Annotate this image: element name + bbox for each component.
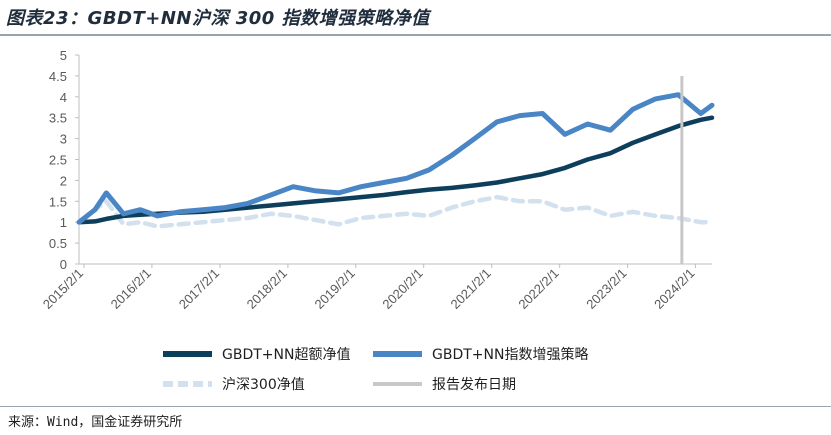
legend-label-excess: GBDT+NN超额净值 xyxy=(222,347,350,363)
x-tick-label: 2016/2/1 xyxy=(108,266,154,312)
y-tick-label: 5 xyxy=(60,48,67,63)
y-tick-label: 2 xyxy=(60,173,67,188)
series-line-strategy xyxy=(76,92,715,225)
x-tick-label: 2017/2/1 xyxy=(176,266,222,312)
source-rule xyxy=(0,406,831,407)
x-tick-label: 2022/2/1 xyxy=(515,266,561,312)
y-tick-label: 3.5 xyxy=(49,111,67,126)
y-tick-label: 1 xyxy=(60,215,67,230)
legend-label-strategy: GBDT+NN指数增强策略 xyxy=(432,346,588,363)
y-tick-label: 0.5 xyxy=(49,236,67,251)
y-tick-label: 3 xyxy=(60,132,67,147)
x-tick-label: 2023/2/1 xyxy=(583,266,629,312)
chart-legend: GBDT+NN超额净值 GBDT+NN指数增强策略 沪深300净值 报告发布日期 xyxy=(163,346,588,393)
series-line-hs300 xyxy=(76,194,715,229)
series-line-excess xyxy=(76,115,715,225)
x-tick-label: 2021/2/1 xyxy=(447,266,493,312)
y-tick-label: 0 xyxy=(60,257,67,272)
x-tick-label: 2024/2/1 xyxy=(651,266,697,312)
title-rule xyxy=(0,34,831,36)
x-tick-label: 2020/2/1 xyxy=(379,266,425,312)
chart-title: 图表23：GBDT+NN沪深 300 指数增强策略净值 xyxy=(6,8,430,29)
x-tick-label: 2015/2/1 xyxy=(40,266,86,312)
y-tick-label: 4.5 xyxy=(49,69,67,84)
y-tick-label: 1.5 xyxy=(49,194,67,209)
x-tick-label: 2018/2/1 xyxy=(244,266,290,312)
legend-label-hs300: 沪深300净值 xyxy=(222,377,305,393)
legend-label-report-date: 报告发布日期 xyxy=(432,377,516,393)
series-layer xyxy=(76,92,715,229)
x-tick-label: 2019/2/1 xyxy=(312,266,358,312)
y-tick-label: 2.5 xyxy=(49,153,67,168)
source-note: 来源：Wind，国金证券研究所 xyxy=(8,415,183,430)
y-tick-label: 4 xyxy=(60,90,67,105)
chart-axes: 0 0.5 1 1.5 2 2.5 3 3.5 4 4.5 5 2015/2/1 2016/2/1 201… xyxy=(40,48,712,312)
